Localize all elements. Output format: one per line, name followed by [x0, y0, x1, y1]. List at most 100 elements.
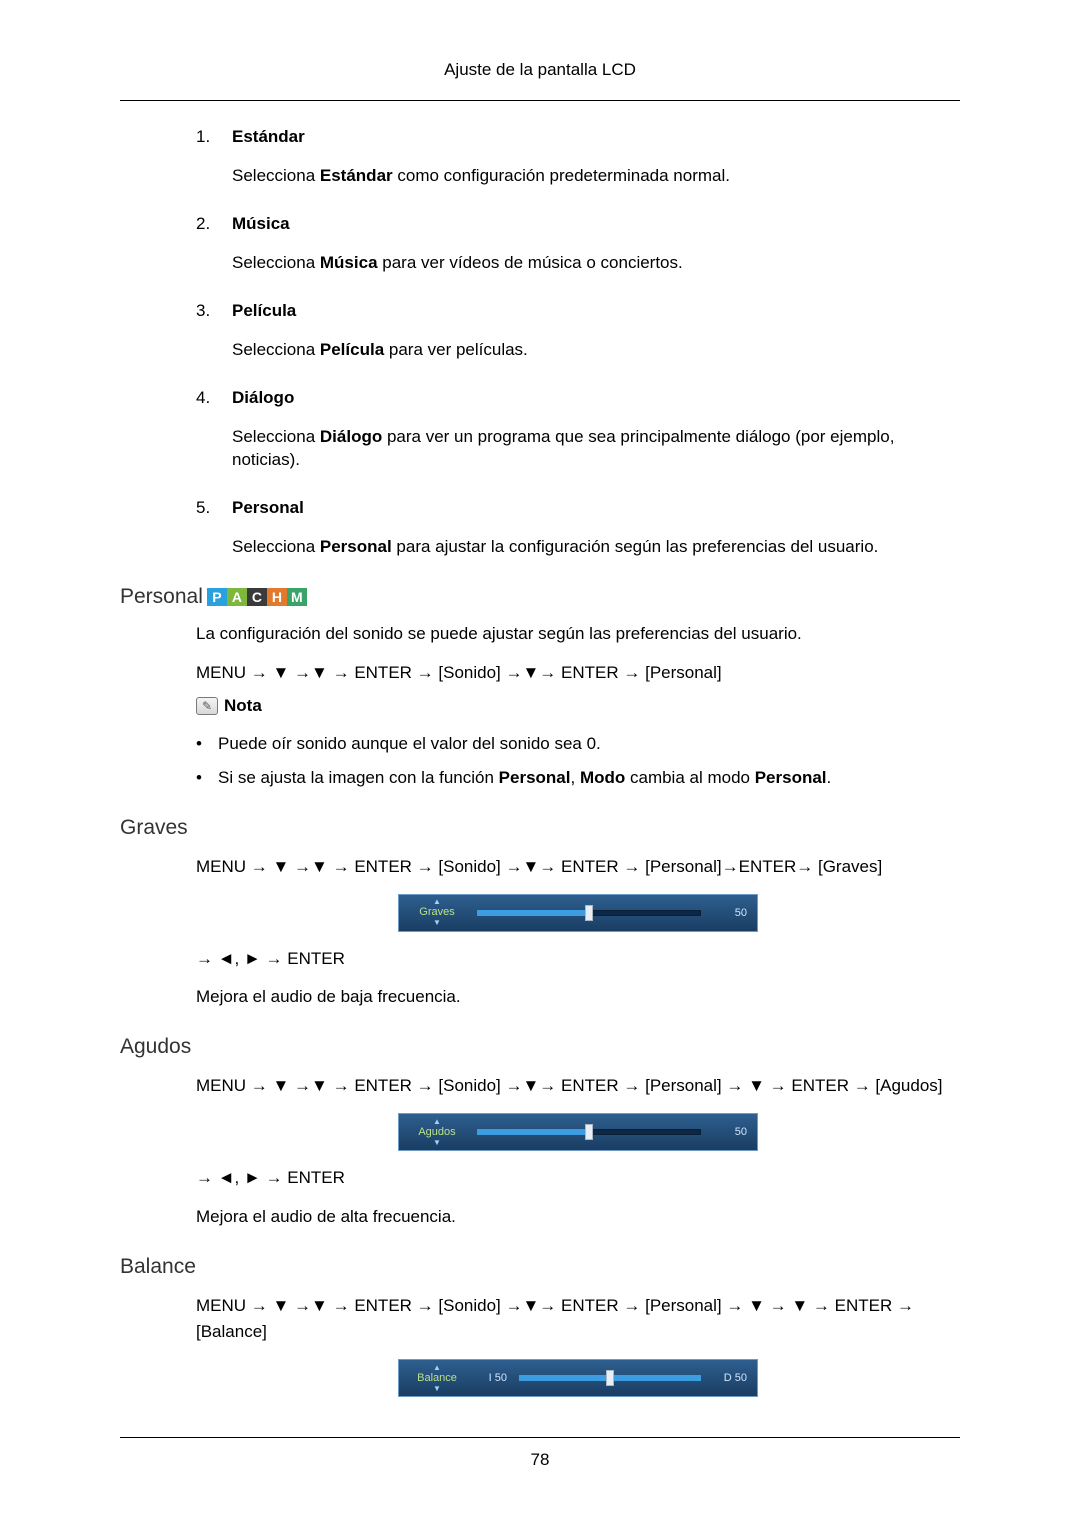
- osd-bar: ▲ Graves ▼ 50: [398, 894, 758, 932]
- page-header-title: Ajuste de la pantalla LCD: [120, 60, 960, 80]
- section-heading-personal: Personal PACHM: [120, 585, 960, 609]
- list-body: Película Selecciona Película para ver pel…: [232, 301, 528, 362]
- agudos-nav: MENU → ▼ →▼ → ENTER → [Sonido] →▼→ ENTER…: [196, 1073, 960, 1099]
- list-desc: Selecciona Música para ver vídeos de mús…: [232, 252, 683, 275]
- list-title: Personal: [232, 498, 878, 518]
- nota-label: Nota: [224, 696, 262, 716]
- osd-right-value: D 50: [713, 1372, 747, 1384]
- osd-bar: ▲ Agudos ▼ 50: [398, 1113, 758, 1151]
- list-desc: Selecciona Película para ver películas.: [232, 339, 528, 362]
- list-desc: Selecciona Estándar como configuración p…: [232, 165, 730, 188]
- badge-p: P: [207, 588, 227, 606]
- list-number: 5.: [196, 498, 214, 559]
- osd-fill: [477, 910, 589, 916]
- bullet-text: Puede oír sonido aunque el valor del son…: [218, 732, 601, 756]
- osd-value: 50: [713, 1126, 747, 1138]
- graves-desc: Mejora el audio de baja frecuencia.: [196, 986, 960, 1009]
- osd-thumb: [606, 1370, 614, 1386]
- osd-label-col: ▲ Balance ▼: [409, 1364, 465, 1393]
- osd-label: Agudos: [418, 1127, 455, 1138]
- badge-m: M: [287, 588, 307, 606]
- list-title: Película: [232, 301, 528, 321]
- header-rule: [120, 100, 960, 101]
- list-desc: Selecciona Personal para ajustar la conf…: [232, 536, 878, 559]
- heading-text: Balance: [120, 1255, 196, 1279]
- osd-fill: [519, 1375, 610, 1381]
- bullet-text: Si se ajusta la imagen con la función Pe…: [218, 766, 831, 790]
- badge-c: C: [247, 588, 267, 606]
- graves-nav: MENU → ▼ →▼ → ENTER → [Sonido] →▼→ ENTER…: [196, 854, 960, 880]
- list-title: Música: [232, 214, 683, 234]
- osd-bar: ▲ Balance ▼ I 50 D 50: [398, 1359, 758, 1397]
- osd-thumb: [585, 905, 593, 921]
- badge-h: H: [267, 588, 287, 606]
- osd-label: Balance: [417, 1373, 457, 1384]
- balance-osd: ▲ Balance ▼ I 50 D 50: [398, 1359, 758, 1397]
- list-body: Diálogo Selecciona Diálogo para ver un pr…: [232, 388, 960, 472]
- list-item: 3. Película Selecciona Película para ver p…: [196, 301, 960, 362]
- osd-fill-right: [610, 1375, 701, 1381]
- triangle-up-icon: ▲: [433, 1364, 441, 1372]
- osd-track: [477, 1129, 701, 1135]
- bullet-marker: •: [196, 732, 204, 756]
- list-number: 2.: [196, 214, 214, 275]
- osd-label-col: ▲ Graves ▼: [409, 898, 465, 927]
- personal-intro: La configuración del sonido se puede aju…: [196, 623, 960, 646]
- heading-text: Agudos: [120, 1035, 191, 1059]
- nota-row: ✎ Nota: [196, 696, 960, 716]
- list-number: 4.: [196, 388, 214, 472]
- list-item: 1. Estándar Selecciona Estándar como confi…: [196, 127, 960, 188]
- note-icon: ✎: [196, 697, 218, 715]
- list-title: Estándar: [232, 127, 730, 147]
- balance-nav: MENU → ▼ →▼ → ENTER → [Sonido] →▼→ ENTER…: [196, 1293, 960, 1346]
- page: Ajuste de la pantalla LCD 1. Estándar Sele…: [0, 0, 1080, 1510]
- graves-body: MENU → ▼ →▼ → ENTER → [Sonido] →▼→ ENTER…: [196, 854, 960, 1010]
- personal-body: La configuración del sonido se puede aju…: [196, 623, 960, 790]
- section-heading-balance: Balance: [120, 1255, 960, 1279]
- personal-bullets: • Puede oír sonido aunque el valor del s…: [196, 732, 960, 790]
- badge-a: A: [227, 588, 247, 606]
- footer-rule: [120, 1437, 960, 1438]
- page-number: 78: [120, 1450, 960, 1470]
- agudos-nav2: → ◄, ► → ENTER: [196, 1165, 960, 1191]
- heading-text: Graves: [120, 816, 188, 840]
- graves-nav2: → ◄, ► → ENTER: [196, 946, 960, 972]
- agudos-osd: ▲ Agudos ▼ 50: [398, 1113, 758, 1151]
- triangle-down-icon: ▼: [433, 1385, 441, 1393]
- list-body: Música Selecciona Música para ver vídeos …: [232, 214, 683, 275]
- osd-label-col: ▲ Agudos ▼: [409, 1118, 465, 1147]
- triangle-down-icon: ▼: [433, 1139, 441, 1147]
- list-title: Diálogo: [232, 388, 960, 408]
- osd-track: [477, 910, 701, 916]
- list-item: 5. Personal Selecciona Personal para ajust…: [196, 498, 960, 559]
- bullet-marker: •: [196, 766, 204, 790]
- osd-label: Graves: [419, 907, 454, 918]
- heading-text: Personal: [120, 585, 203, 609]
- mode-list: 1. Estándar Selecciona Estándar como confi…: [196, 127, 960, 559]
- graves-osd: ▲ Graves ▼ 50: [398, 894, 758, 932]
- bullet-item: • Si se ajusta la imagen con la función …: [196, 766, 960, 790]
- list-item: 2. Música Selecciona Música para ver vídeo…: [196, 214, 960, 275]
- personal-nav: MENU → ▼ →▼ → ENTER → [Sonido] →▼→ ENTER…: [196, 660, 960, 686]
- badge-row: PACHM: [207, 588, 307, 606]
- triangle-up-icon: ▲: [433, 898, 441, 906]
- triangle-down-icon: ▼: [433, 919, 441, 927]
- osd-left-value: I 50: [477, 1372, 507, 1384]
- list-number: 1.: [196, 127, 214, 188]
- osd-value: 50: [713, 907, 747, 919]
- section-heading-agudos: Agudos: [120, 1035, 960, 1059]
- osd-thumb: [585, 1124, 593, 1140]
- agudos-desc: Mejora el audio de alta frecuencia.: [196, 1206, 960, 1229]
- list-item: 4. Diálogo Selecciona Diálogo para ver un …: [196, 388, 960, 472]
- list-body: Personal Selecciona Personal para ajustar…: [232, 498, 878, 559]
- triangle-up-icon: ▲: [433, 1118, 441, 1126]
- balance-body: MENU → ▼ →▼ → ENTER → [Sonido] →▼→ ENTER…: [196, 1293, 960, 1398]
- list-body: Estándar Selecciona Estándar como configu…: [232, 127, 730, 188]
- osd-fill: [477, 1129, 589, 1135]
- list-number: 3.: [196, 301, 214, 362]
- bullet-item: • Puede oír sonido aunque el valor del s…: [196, 732, 960, 756]
- section-heading-graves: Graves: [120, 816, 960, 840]
- agudos-body: MENU → ▼ →▼ → ENTER → [Sonido] →▼→ ENTER…: [196, 1073, 960, 1229]
- list-desc: Selecciona Diálogo para ver un programa …: [232, 426, 960, 472]
- osd-track: [519, 1375, 701, 1381]
